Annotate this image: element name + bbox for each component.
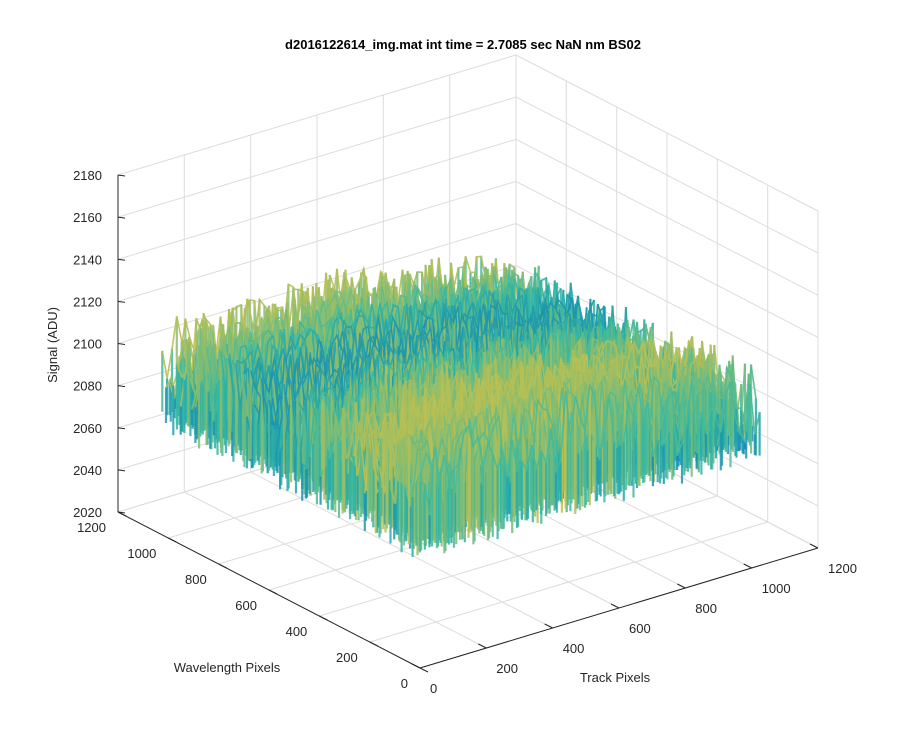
grid-line	[117, 138, 517, 260]
grid-line	[117, 180, 517, 302]
grid-line	[319, 495, 718, 617]
grid-line	[515, 138, 819, 296]
surface-plot	[161, 255, 761, 557]
grid-line	[117, 96, 517, 218]
grid-line	[117, 54, 517, 176]
grid-line	[515, 223, 819, 380]
grid-line	[369, 521, 768, 643]
surface-ridge	[264, 298, 606, 439]
grid-line	[515, 180, 819, 338]
grid-line	[515, 54, 819, 212]
grid-line	[515, 96, 819, 254]
